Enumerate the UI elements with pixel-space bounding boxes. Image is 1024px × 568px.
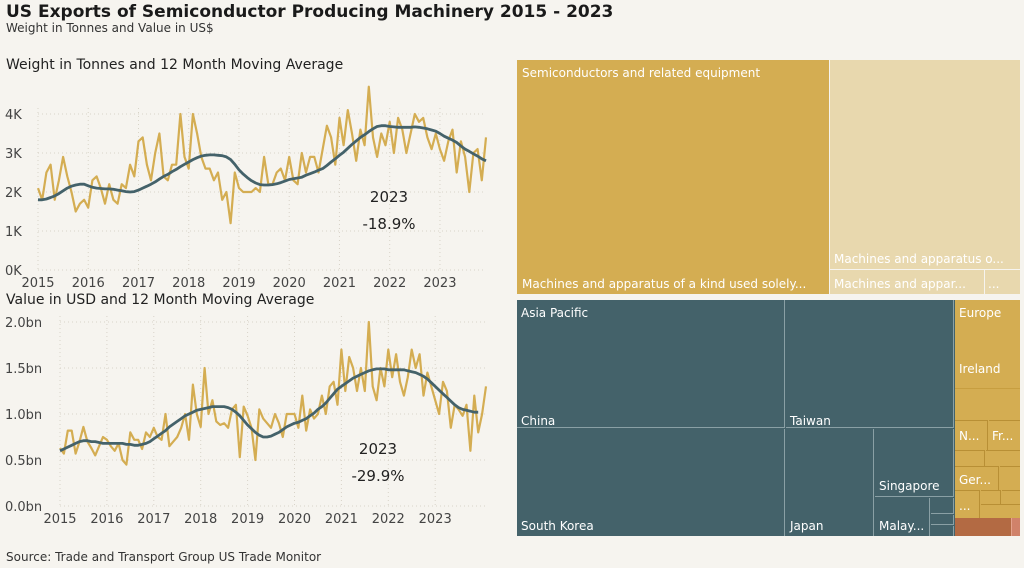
x-tick-label: 2018 <box>172 276 205 290</box>
x-tick-label: 2019 <box>231 512 264 527</box>
tile-asia-small-2[interactable] <box>931 515 954 525</box>
weight-line-chart: 0K 1K 2K 3K 4K 2015 2016 2017 2018 2019 2020 2021 20… <box>5 85 488 290</box>
value-chart-title: Value in USD and 12 Month Moving Average <box>6 292 315 308</box>
tile-europe-mid-3[interactable] <box>1000 466 1020 490</box>
dashboard-title: US Exports of Semiconductor Producing Ma… <box>6 2 614 22</box>
tile-machines-apparatus-label: Machines and apparatus o... <box>834 252 1004 266</box>
tile-malaysia[interactable]: Malay... <box>875 498 930 536</box>
y-tick-label: 1K <box>5 225 22 240</box>
y-tick-label: 4K <box>5 108 22 123</box>
weight-chart-title: Weight in Tonnes and 12 Month Moving Ave… <box>6 57 344 73</box>
x-tick-label: 2016 <box>72 276 105 290</box>
tile-machines-appar-label: Machines and appar... <box>834 277 966 291</box>
tile-other-regions-2[interactable] <box>1011 518 1020 536</box>
tile-other-regions[interactable] <box>955 518 1011 536</box>
x-tick-label: 2020 <box>278 512 311 527</box>
tile-machines-appar[interactable]: Machines and appar... <box>830 270 984 294</box>
monthly-series-line <box>36 85 488 225</box>
value-line-chart: 0.0bn 0.5bn 1.0bn 1.5bn 2.0bn 2015 2016 2017 201… <box>5 316 488 527</box>
tile-singapore[interactable]: Singapore <box>875 429 954 497</box>
y-tick-label: 2.0bn <box>5 316 42 331</box>
tile-machines-apparatus[interactable]: Machines and apparatus o... <box>830 60 1020 269</box>
europe-block[interactable]: Europe <box>955 300 1020 518</box>
dashboard-subtitle: Weight in Tonnes and Value in US$ <box>6 21 214 35</box>
tile-south-korea-label: South Korea <box>521 519 594 533</box>
x-tick-label: 2018 <box>184 512 217 527</box>
annotation-year: 2023 <box>370 188 408 206</box>
tile-singapore-label: Singapore <box>879 479 940 493</box>
tile-products-other-label: ... <box>988 277 1000 291</box>
x-tick-label: 2017 <box>137 512 170 527</box>
moving-average-line <box>38 124 487 202</box>
tile-europe-other-label: ... <box>959 499 971 513</box>
tile-europe-mid-1[interactable] <box>955 450 985 466</box>
tile-europe-small-3[interactable] <box>981 504 1020 518</box>
tile-japan[interactable]: Japan <box>786 429 874 536</box>
annotation-year: 2023 <box>359 440 397 458</box>
x-tick-label: 2021 <box>325 512 358 527</box>
tile-machines-solely-label: Machines and apparatus of a kind used so… <box>522 277 807 291</box>
y-tick-label: 1.5bn <box>5 362 42 377</box>
tile-europe-mid-2[interactable] <box>986 450 1020 466</box>
x-tick-label: 2017 <box>122 276 155 290</box>
y-tick-label: 0K <box>5 264 22 279</box>
x-tick-label: 2023 <box>419 512 452 527</box>
x-tick-label: 2016 <box>90 512 123 527</box>
tile-taiwan[interactable]: Taiwan <box>786 300 954 428</box>
tile-ireland[interactable] <box>955 388 1020 389</box>
tile-netherlands-label: N... <box>959 429 980 443</box>
x-tick-label: 2019 <box>222 276 255 290</box>
tile-netherlands[interactable]: N... <box>955 420 988 450</box>
tile-europe-other[interactable]: ... <box>955 490 980 518</box>
tile-france-label: Fr... <box>992 429 1014 443</box>
tile-taiwan-label: Taiwan <box>790 414 831 428</box>
annotation-change: -29.9% <box>351 467 404 485</box>
tile-europe-small-2[interactable] <box>1002 490 1020 504</box>
tile-europe-small-1[interactable] <box>981 490 1001 504</box>
tile-semiconductors[interactable]: Semiconductors and related equipment Mac… <box>517 60 829 294</box>
tile-germany[interactable]: Ger... <box>955 466 999 490</box>
y-tick-label: 0.0bn <box>5 500 42 515</box>
tile-france[interactable]: Fr... <box>989 420 1020 450</box>
x-tick-label: 2015 <box>43 512 76 527</box>
y-tick-label: 3K <box>5 147 22 162</box>
tile-asia-small-1[interactable] <box>931 498 954 514</box>
tile-japan-label: Japan <box>790 519 824 533</box>
asia-pacific-label: Asia Pacific <box>521 306 589 320</box>
x-tick-label: 2020 <box>273 276 306 290</box>
y-tick-label: 2K <box>5 186 22 201</box>
monthly-series-line <box>59 320 488 466</box>
x-tick-label: 2021 <box>323 276 356 290</box>
moving-average-line <box>59 367 479 453</box>
tile-china[interactable]: Asia Pacific China <box>517 300 785 428</box>
tile-malaysia-label: Malay... <box>879 519 925 533</box>
x-tick-label: 2022 <box>373 276 406 290</box>
tile-south-korea[interactable]: South Korea <box>517 429 785 536</box>
x-tick-label: 2023 <box>423 276 456 290</box>
tile-semiconductors-label: Semiconductors and related equipment <box>522 66 761 80</box>
x-tick-label: 2015 <box>21 276 54 290</box>
europe-label: Europe <box>959 306 1002 320</box>
annotation-change: -18.9% <box>362 215 415 233</box>
y-tick-label: 0.5bn <box>5 454 42 469</box>
tile-germany-label: Ger... <box>959 473 991 487</box>
tile-ireland-area[interactable]: Ireland <box>955 355 1020 419</box>
y-tick-label: 1.0bn <box>5 408 42 423</box>
tile-asia-small-3[interactable] <box>931 526 954 536</box>
tile-china-label: China <box>521 414 556 428</box>
source-note: Source: Trade and Transport Group US Tra… <box>6 550 322 564</box>
tile-ireland-label: Ireland <box>959 362 1001 376</box>
tile-products-other[interactable]: ... <box>985 270 1020 294</box>
x-tick-label: 2022 <box>372 512 405 527</box>
